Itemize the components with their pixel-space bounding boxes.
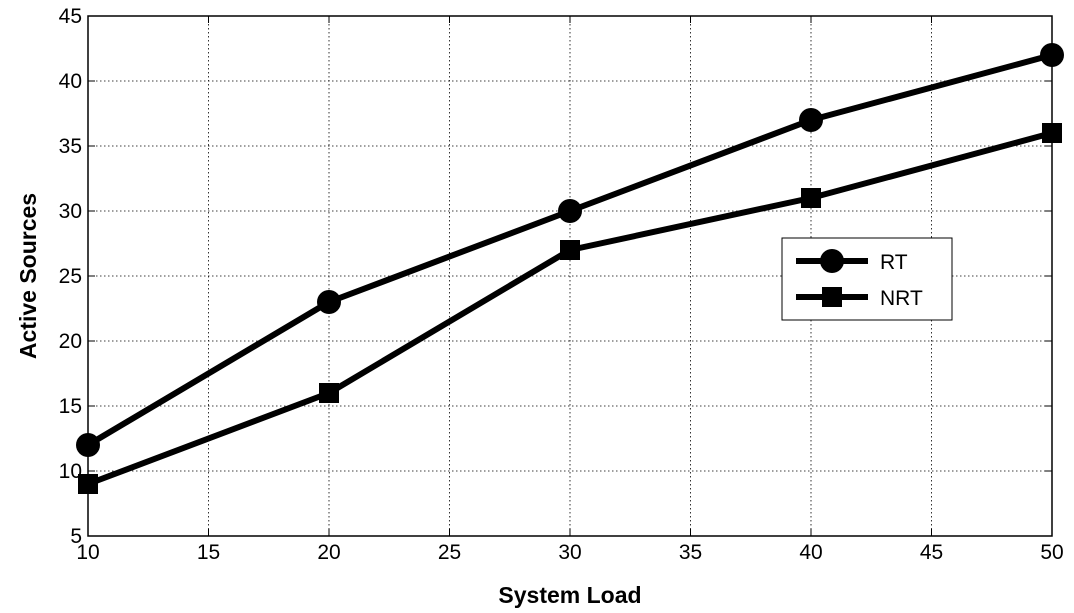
x-tick-label: 15 (197, 541, 220, 564)
x-tick-label: 30 (558, 541, 581, 564)
series-nrt (78, 123, 1062, 494)
data-point-nrt (560, 240, 580, 260)
x-tick-label: 40 (799, 541, 822, 564)
data-point-rt (317, 290, 341, 314)
data-point-rt (799, 108, 823, 132)
grid (88, 16, 1052, 536)
data-point-rt (558, 199, 582, 223)
legend: RT NRT (781, 237, 953, 321)
x-tick-label: 20 (317, 541, 340, 564)
data-point-nrt (319, 383, 339, 403)
y-tick-label: 35 (59, 135, 82, 158)
y-tick-label: 5 (70, 525, 82, 548)
legend-box (781, 237, 953, 321)
x-axis-title: System Load (498, 582, 641, 608)
data-point-rt (76, 433, 100, 457)
y-tick-labels: 5 10 15 20 25 30 35 40 45 (59, 5, 82, 548)
y-tick-label: 25 (59, 265, 82, 288)
legend-marker (820, 249, 844, 273)
legend-entry-nrt: NRT (796, 287, 923, 310)
x-tick-label: 35 (679, 541, 702, 564)
axis-ticks (87, 15, 1053, 537)
x-tick-label: 10 (76, 541, 99, 564)
legend-label: RT (880, 251, 908, 274)
x-tick-label: 50 (1040, 541, 1063, 564)
series-layer (76, 43, 1064, 494)
x-tick-labels: 10 15 20 25 30 35 40 45 50 (76, 541, 1063, 564)
y-tick-label: 40 (59, 70, 82, 93)
y-tick-label: 45 (59, 5, 82, 28)
series-rt (76, 43, 1064, 457)
y-axis-title: Active Sources (15, 193, 41, 359)
data-point-nrt (801, 188, 821, 208)
data-point-rt (1040, 43, 1064, 67)
legend-entry-rt: RT (796, 249, 908, 274)
y-tick-label: 20 (59, 330, 82, 353)
x-tick-label: 25 (438, 541, 461, 564)
data-point-nrt (78, 474, 98, 494)
y-tick-label: 15 (59, 395, 82, 418)
data-point-nrt (1042, 123, 1062, 143)
legend-marker (822, 287, 842, 307)
y-tick-label: 30 (59, 200, 82, 223)
legend-label: NRT (880, 287, 923, 310)
x-tick-label: 45 (920, 541, 943, 564)
y-tick-label: 10 (59, 460, 82, 483)
